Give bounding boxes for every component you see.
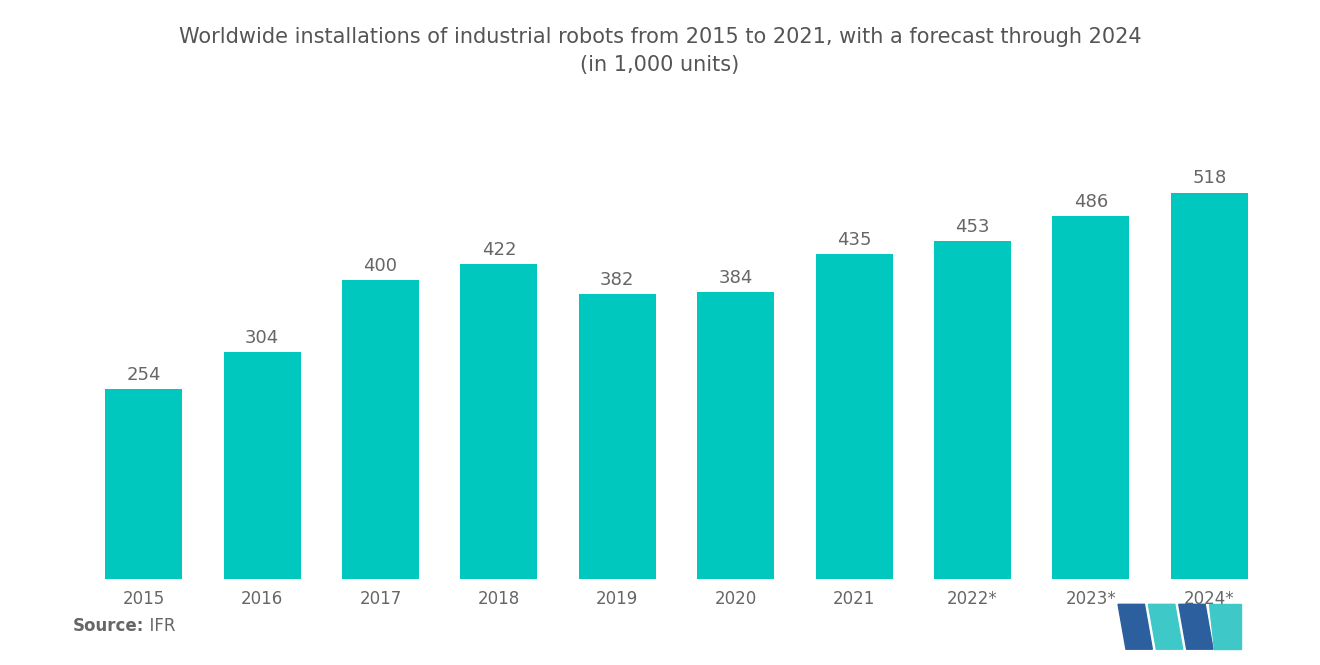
Text: Source:: Source:	[73, 617, 144, 635]
Text: 382: 382	[601, 271, 635, 289]
Polygon shape	[1118, 604, 1152, 649]
Text: 422: 422	[482, 241, 516, 259]
Text: 254: 254	[127, 366, 161, 384]
Polygon shape	[1209, 604, 1241, 649]
Bar	[697, 293, 775, 579]
Bar	[106, 389, 182, 579]
Polygon shape	[1148, 604, 1183, 649]
Text: 384: 384	[718, 269, 752, 287]
Text: 400: 400	[363, 257, 397, 275]
Text: Worldwide installations of industrial robots from 2015 to 2021, with a forecast : Worldwide installations of industrial ro…	[178, 27, 1142, 74]
Bar	[342, 281, 418, 579]
Text: 486: 486	[1073, 193, 1107, 211]
Polygon shape	[1179, 604, 1213, 649]
Text: 304: 304	[246, 329, 280, 346]
Bar	[578, 294, 656, 579]
Bar	[935, 241, 1011, 579]
Bar	[223, 352, 301, 579]
Text: 453: 453	[956, 217, 990, 235]
Bar	[1052, 216, 1130, 579]
Bar	[461, 264, 537, 579]
Bar	[816, 254, 892, 579]
Text: IFR: IFR	[139, 617, 176, 635]
Text: 518: 518	[1192, 170, 1226, 188]
Bar	[1171, 192, 1247, 579]
Text: 435: 435	[837, 231, 871, 249]
